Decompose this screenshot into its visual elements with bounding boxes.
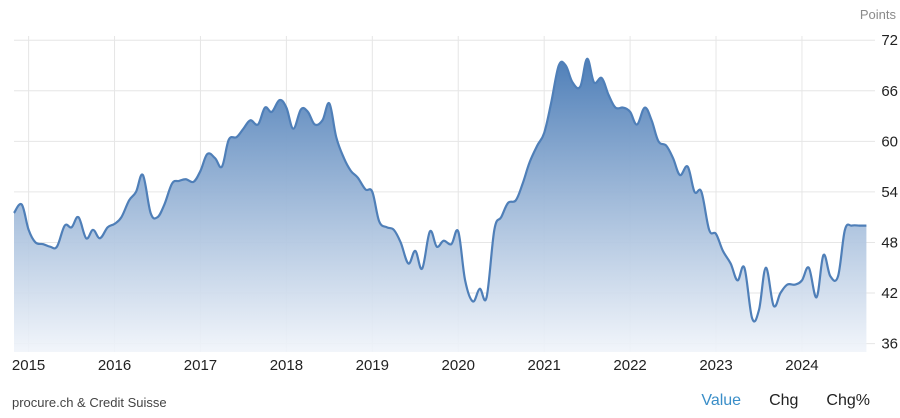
area-fill bbox=[14, 58, 867, 352]
x-tick-label: 2021 bbox=[527, 357, 560, 374]
y-tick-label: 48 bbox=[881, 234, 898, 251]
tab-value[interactable]: Value bbox=[701, 392, 742, 409]
y-tick-label: 54 bbox=[881, 184, 898, 201]
x-axis-ticks: 2015 2016 2017 2018 2019 2020 2021 2022 2023 2024 bbox=[12, 357, 819, 374]
source-credit: procure.ch & Credit Suisse bbox=[12, 395, 167, 410]
view-tabs: Value Chg Chg% bbox=[701, 392, 870, 410]
x-tick-label: 2022 bbox=[613, 357, 646, 374]
x-tick-label: 2017 bbox=[184, 357, 217, 374]
y-axis-unit-label: Points bbox=[860, 7, 897, 22]
y-axis-ticks: 36 42 48 54 60 66 72 bbox=[881, 32, 898, 352]
tab-chg[interactable]: Chg bbox=[769, 392, 799, 409]
y-tick-label: 42 bbox=[881, 285, 898, 302]
x-tick-label: 2020 bbox=[442, 357, 475, 374]
x-tick-label: 2019 bbox=[356, 357, 389, 374]
x-tick-label: 2018 bbox=[270, 357, 303, 374]
y-tick-label: 36 bbox=[881, 336, 898, 353]
y-tick-label: 72 bbox=[881, 32, 898, 49]
x-tick-label: 2024 bbox=[785, 357, 818, 374]
y-tick-label: 66 bbox=[881, 83, 898, 100]
x-tick-label: 2016 bbox=[98, 357, 131, 374]
tab-chg-percent[interactable]: Chg% bbox=[826, 392, 870, 409]
y-tick-label: 60 bbox=[881, 133, 898, 150]
x-tick-label: 2015 bbox=[12, 357, 45, 374]
series-line bbox=[13, 57, 867, 323]
x-tick-label: 2023 bbox=[699, 357, 732, 374]
